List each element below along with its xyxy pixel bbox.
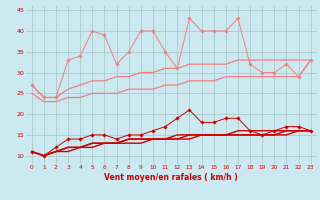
X-axis label: Vent moyen/en rafales ( km/h ): Vent moyen/en rafales ( km/h ) bbox=[104, 173, 238, 182]
